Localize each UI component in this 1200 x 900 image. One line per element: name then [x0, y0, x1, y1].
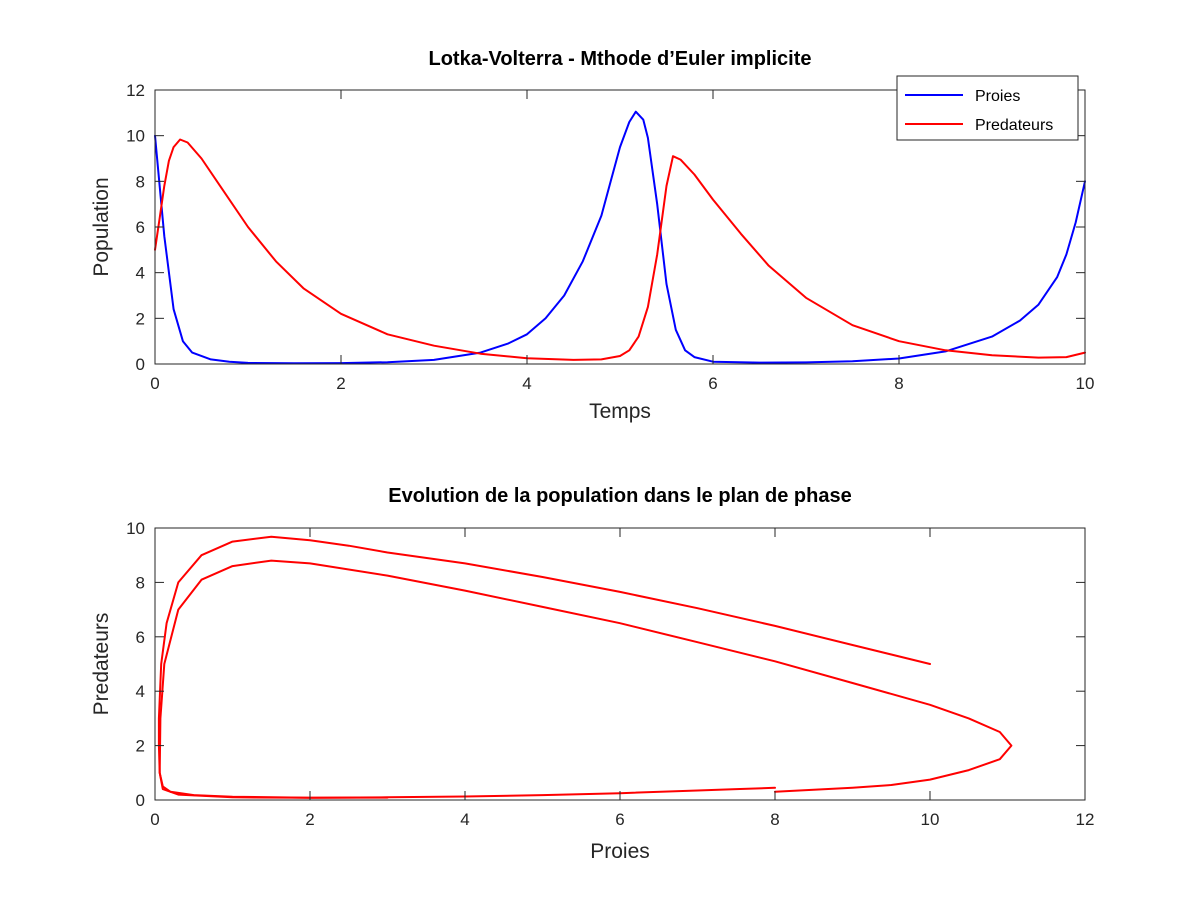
y-tick-label: 6 [136, 218, 145, 237]
y-axis-label: Population [90, 177, 113, 276]
x-axis-label: Proies [590, 840, 650, 863]
chart-title: Evolution de la population dans le plan … [388, 485, 851, 507]
x-tick-label: 4 [522, 374, 531, 393]
x-tick-label: 10 [1076, 374, 1095, 393]
x-tick-label: 2 [305, 810, 314, 829]
x-tick-label: 4 [460, 810, 469, 829]
x-axis-label: Temps [589, 400, 651, 423]
y-tick-label: 4 [136, 264, 145, 283]
series-line-1 [154, 138, 1086, 361]
y-tick-label: 0 [136, 355, 145, 374]
legend-label-proies: Proies [975, 88, 1020, 105]
legend-box [896, 75, 1079, 141]
legend-label-predateurs: Predateurs [975, 117, 1053, 134]
x-tick-label: 6 [708, 374, 717, 393]
x-tick-label: 2 [336, 374, 345, 393]
y-tick-label: 2 [136, 309, 145, 328]
y-axis-label: Predateurs [90, 613, 113, 716]
series-line-1 [158, 559, 1013, 799]
y-tick-label: 12 [126, 81, 145, 100]
series-line-0 [154, 110, 1086, 365]
x-tick-label: 12 [1076, 810, 1095, 829]
x-tick-label: 8 [770, 810, 779, 829]
y-tick-label: 0 [136, 791, 145, 810]
x-tick-label: 8 [894, 374, 903, 393]
legend: Proies Predateurs [896, 75, 1079, 141]
y-tick-label: 8 [136, 172, 145, 191]
tick-group: 0 2 4 6 8 10 0 2 4 6 8 10 12 [126, 81, 1094, 393]
series-group [154, 110, 1086, 365]
time-series-chart: Lotka-Volterra - Mthode d’Euler implicit… [90, 48, 1094, 423]
x-tick-label: 10 [921, 810, 940, 829]
phase-plane-chart: Evolution de la population dans le plan … [90, 485, 1094, 863]
y-tick-label: 4 [136, 682, 145, 701]
plot-area [155, 528, 1085, 800]
x-tick-label: 0 [150, 810, 159, 829]
y-tick-label: 10 [126, 127, 145, 146]
x-tick-label: 0 [150, 374, 159, 393]
y-tick-label: 6 [136, 628, 145, 647]
y-tick-label: 8 [136, 573, 145, 592]
y-tick-label: 10 [126, 519, 145, 538]
chart-title: Lotka-Volterra - Mthode d’Euler implicit… [428, 48, 811, 70]
tick-group: 0 2 4 6 8 10 12 0 2 4 6 8 10 [126, 519, 1094, 829]
x-tick-label: 6 [615, 810, 624, 829]
y-tick-label: 2 [136, 737, 145, 756]
